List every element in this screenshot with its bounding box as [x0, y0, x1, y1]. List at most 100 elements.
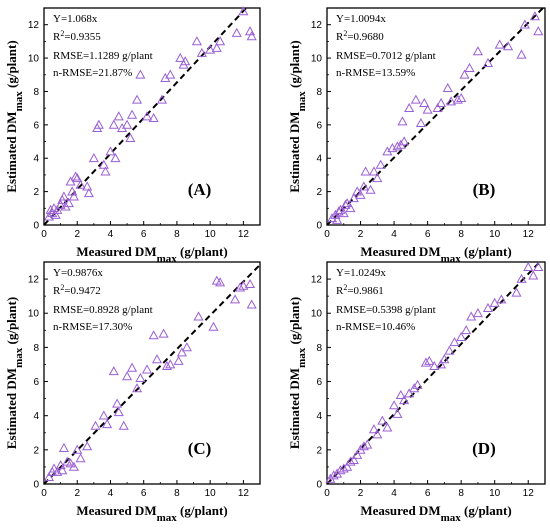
x-tick-label: 4 — [391, 488, 397, 499]
x-tick-label: 6 — [141, 229, 147, 240]
y-tick-label: 0 — [33, 221, 39, 232]
stat-r-value: =0.9861 — [347, 285, 383, 297]
data-point — [389, 400, 400, 410]
x-tick-label: 0 — [41, 488, 47, 499]
data-point — [215, 277, 226, 287]
data-point — [352, 449, 363, 459]
y-tick-label: 6 — [316, 377, 322, 388]
x-tick-label: 8 — [458, 229, 464, 240]
data-point — [342, 461, 353, 471]
fit-line — [43, 264, 261, 485]
data-point — [131, 94, 143, 104]
data-point — [151, 354, 163, 364]
data-point — [412, 379, 423, 389]
data-point — [127, 109, 138, 119]
data-point — [231, 27, 242, 37]
data-point — [482, 302, 494, 312]
y-axis-title-unit: (g/plant) — [287, 40, 302, 91]
data-point — [165, 69, 176, 79]
stat-equation: Y=0.9876x — [53, 267, 103, 279]
data-point — [246, 31, 257, 41]
data-point — [122, 119, 133, 129]
data-point — [368, 166, 380, 176]
data-point — [135, 69, 146, 79]
data-point — [148, 112, 159, 123]
stat-r-sup: 2 — [343, 283, 347, 292]
data-point — [180, 56, 191, 66]
y-tick-label: 6 — [316, 120, 322, 131]
data-point — [72, 173, 83, 183]
y-tick-label: 10 — [311, 309, 323, 320]
data-point — [156, 94, 168, 104]
x-axis-title-main: Measured DM — [360, 244, 440, 259]
data-point — [90, 420, 101, 430]
data-point — [55, 199, 66, 209]
x-tick-label: 8 — [174, 229, 180, 240]
stat-r-sup: 2 — [343, 29, 347, 38]
y-axis-title-main: Estimated DM — [287, 111, 302, 192]
data-point — [118, 420, 129, 430]
data-point — [63, 198, 74, 208]
x-tick-label: 4 — [108, 229, 114, 240]
y-tick-label: 6 — [33, 377, 39, 388]
data-point — [105, 146, 116, 156]
y-tick-label: 4 — [316, 154, 322, 165]
stat-r-sup: 2 — [60, 29, 64, 38]
panel-label: (A) — [188, 180, 212, 199]
data-point — [93, 119, 104, 129]
x-tick-label: 2 — [74, 229, 80, 240]
stat-r-squared: R2=0.9472 — [53, 283, 101, 298]
data-point — [131, 383, 143, 393]
x-tick-label: 12 — [523, 229, 535, 240]
y-tick-label: 4 — [316, 411, 322, 422]
stat-r-base: R — [53, 31, 61, 43]
y-tick-label: 0 — [316, 480, 322, 491]
data-point — [102, 419, 113, 429]
stat-r-squared: R2=0.9355 — [53, 29, 101, 44]
data-point — [410, 94, 421, 104]
x-tick-label: 8 — [174, 488, 180, 499]
y-tick-label: 12 — [311, 20, 323, 31]
data-point — [523, 261, 534, 271]
x-axis-title: Measured DMmax (g/plant) — [360, 503, 511, 524]
x-axis-title-sub: max — [441, 512, 462, 524]
data-point — [404, 388, 415, 398]
data-point — [70, 171, 81, 181]
data-point — [50, 209, 61, 219]
data-point — [472, 46, 483, 56]
stat-r-base: R — [53, 285, 61, 297]
data-point — [456, 331, 467, 341]
data-point — [392, 141, 403, 151]
data-point — [503, 41, 514, 51]
data-point — [358, 181, 369, 191]
data-point — [208, 321, 219, 331]
x-axis-title-unit: (g/plant) — [177, 244, 228, 259]
data-point — [165, 359, 176, 369]
data-point — [82, 181, 93, 191]
data-point — [345, 203, 356, 213]
x-tick-label: 10 — [489, 229, 501, 240]
data-point — [432, 102, 443, 113]
y-axis-title-main: Estimated DM — [4, 368, 19, 449]
x-tick-label: 2 — [74, 488, 80, 499]
panel-label: (D) — [472, 439, 496, 458]
data-point — [338, 463, 349, 473]
data-point — [519, 19, 530, 29]
data-point — [108, 119, 119, 129]
y-tick-label: 12 — [28, 275, 40, 286]
data-point — [122, 371, 133, 381]
x-tick-label: 4 — [391, 229, 397, 240]
data-point — [58, 191, 69, 201]
x-tick-label: 6 — [425, 229, 431, 240]
data-point — [98, 159, 109, 169]
stat-r-squared: R2=0.9861 — [336, 283, 384, 298]
data-point — [529, 11, 540, 21]
data-point — [365, 184, 376, 194]
data-point — [419, 97, 430, 108]
data-point — [181, 342, 192, 352]
data-point — [372, 173, 383, 183]
x-axis-title-main: Measured DM — [76, 244, 156, 259]
x-tick-label: 12 — [238, 229, 250, 240]
data-point — [489, 297, 500, 307]
y-axis-title-unit: (g/plant) — [4, 297, 19, 348]
